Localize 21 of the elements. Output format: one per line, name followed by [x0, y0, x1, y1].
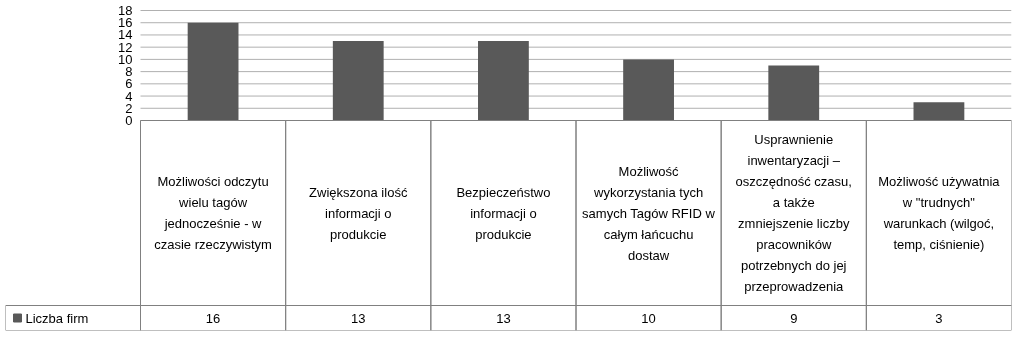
bar	[332, 41, 384, 121]
x-tick-label: Możliwość wykorzystania tych samych Tagów RFID w całym łańcuchu dostaw	[582, 163, 716, 263]
data-label: 3	[935, 310, 943, 326]
bar	[623, 59, 674, 121]
x-tick-label: Zwiększona ilość informacji o produkcie	[309, 184, 408, 242]
y-tick-label: 18	[118, 3, 133, 18]
data-label: 9	[790, 310, 798, 326]
x-tick-label: Możliwości odczytu wielu tagów jednocześnie - w czasie rzeczywistym	[154, 174, 272, 252]
legend-label: Liczba firm	[25, 310, 89, 326]
data-label: 13	[496, 310, 511, 326]
bar	[768, 65, 820, 121]
x-tick-label: Możliwość używatnia w "trudnych" warunkach (wilgoć, temp, ciśnienie)	[878, 174, 1001, 252]
data-label: 16	[205, 310, 221, 326]
data-label: 10	[641, 310, 656, 326]
bar	[187, 22, 239, 121]
bar	[478, 41, 529, 121]
data-label: 13	[351, 310, 366, 326]
y-tick-label: 0	[125, 113, 133, 128]
bar	[913, 102, 965, 121]
x-tick-label: Bezpieczeństwo informacji o produkcie	[456, 184, 551, 242]
x-tick-label: Usprawnienie inwentaryzacji – oszczędność czasu, a także zmniejszenie liczby pracowników potrzebnych do jej przeprowadzenia	[735, 132, 852, 294]
